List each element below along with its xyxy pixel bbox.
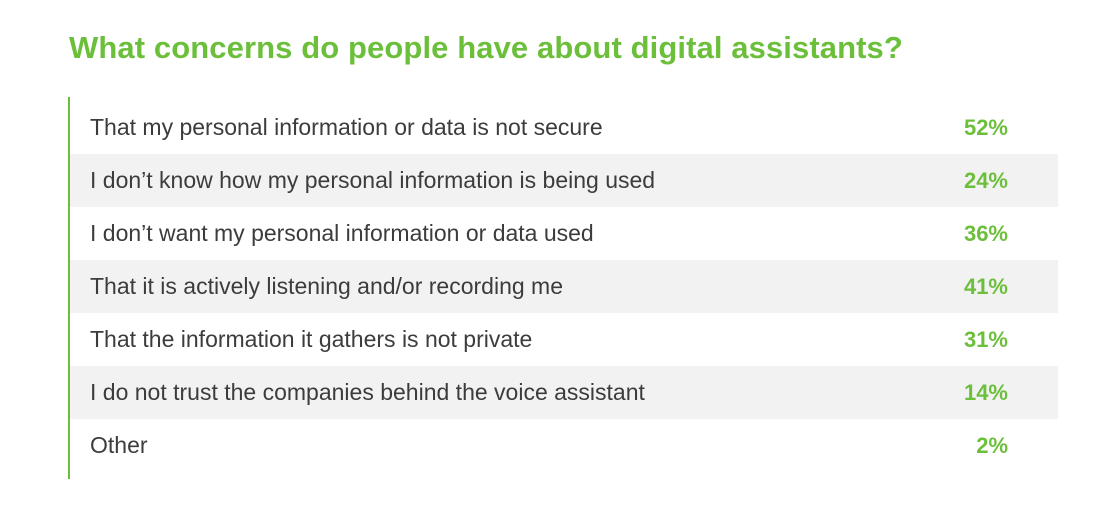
row-value: 41% xyxy=(963,274,1008,299)
row-value: 14% xyxy=(963,380,1008,405)
row-label: I don’t want my personal information or … xyxy=(90,220,594,246)
table-row: That it is actively listening and/or rec… xyxy=(70,260,1058,313)
row-value: 31% xyxy=(963,327,1008,352)
row-label: That my personal information or data is … xyxy=(90,114,603,140)
row-value: 2% xyxy=(976,433,1008,458)
table-row: Other 2% xyxy=(70,419,1058,472)
row-value: 52% xyxy=(963,115,1008,140)
row-label: That the information it gathers is not p… xyxy=(90,326,533,352)
row-value: 24% xyxy=(963,168,1008,193)
table-row: That the information it gathers is not p… xyxy=(70,313,1058,366)
table-row: That my personal information or data is … xyxy=(70,101,1058,154)
table-row: I don’t know how my personal information… xyxy=(70,154,1058,207)
row-label: I do not trust the companies behind the … xyxy=(90,379,645,405)
chart-title: What concerns do people have about digit… xyxy=(69,30,903,65)
row-label: I don’t know how my personal information… xyxy=(90,167,656,193)
table-row: I do not trust the companies behind the … xyxy=(70,366,1058,419)
concerns-table: That my personal information or data is … xyxy=(68,97,1058,479)
table-row: I don’t want my personal information or … xyxy=(70,207,1058,260)
row-value: 36% xyxy=(963,221,1008,246)
row-label: Other xyxy=(90,432,148,458)
row-label: That it is actively listening and/or rec… xyxy=(90,273,563,299)
